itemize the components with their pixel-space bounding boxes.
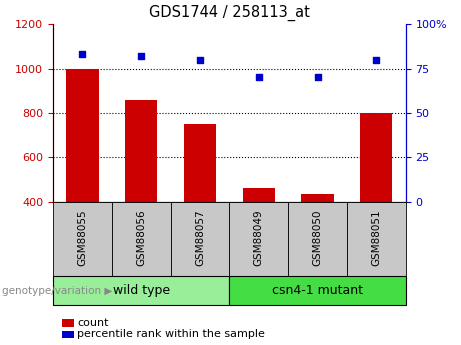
Bar xyxy=(242,188,275,202)
Bar xyxy=(125,100,157,202)
Text: csn4-1 mutant: csn4-1 mutant xyxy=(272,284,363,297)
Point xyxy=(314,75,321,80)
Text: wild type: wild type xyxy=(112,284,170,297)
Bar xyxy=(347,202,406,276)
Bar xyxy=(66,69,99,202)
Point xyxy=(196,57,204,62)
Text: GSM88055: GSM88055 xyxy=(77,209,88,266)
Bar xyxy=(301,194,334,202)
Point xyxy=(255,75,262,80)
Text: count: count xyxy=(77,318,108,328)
Bar xyxy=(53,276,230,305)
Text: GSM88051: GSM88051 xyxy=(371,209,381,266)
Point xyxy=(372,57,380,62)
Bar xyxy=(360,113,392,202)
Bar xyxy=(184,124,216,202)
Text: genotype/variation ▶: genotype/variation ▶ xyxy=(2,286,112,296)
Bar xyxy=(229,202,288,276)
Point xyxy=(79,52,86,57)
Bar xyxy=(53,202,112,276)
Text: GSM88057: GSM88057 xyxy=(195,209,205,266)
Text: GSM88050: GSM88050 xyxy=(313,209,323,266)
Point xyxy=(137,53,145,59)
Title: GDS1744 / 258113_at: GDS1744 / 258113_at xyxy=(149,5,310,21)
Text: GSM88049: GSM88049 xyxy=(254,209,264,266)
Text: GSM88056: GSM88056 xyxy=(136,209,146,266)
Bar xyxy=(229,276,406,305)
Bar xyxy=(171,202,230,276)
Text: percentile rank within the sample: percentile rank within the sample xyxy=(77,329,265,339)
Bar xyxy=(112,202,171,276)
Bar xyxy=(288,202,347,276)
